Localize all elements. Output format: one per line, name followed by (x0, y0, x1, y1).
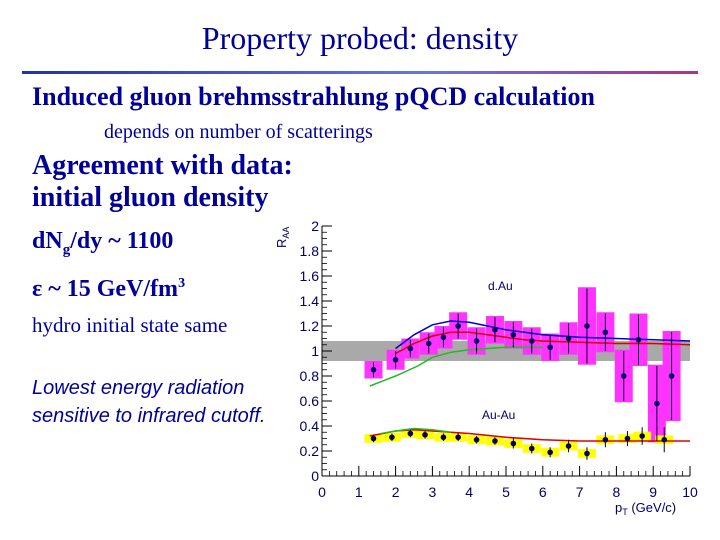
x-tick-label-6: 6 (539, 484, 547, 500)
gluon-density-value: dNg/dy ~ 1100 (32, 228, 173, 259)
auau-data-point-3 (422, 431, 428, 438)
y-tick-label-9: 1.8 (300, 243, 320, 259)
data-points-layer (370, 288, 675, 460)
dau-data-point-1 (392, 356, 399, 363)
dau-data-point-5 (455, 323, 461, 329)
agreement-heading: Agreement with data: (32, 150, 293, 181)
theory-blue-curve (395, 320, 691, 350)
theory-curves-layer (369, 320, 691, 442)
y-tick-label-3: 0.6 (300, 393, 320, 409)
y-tick-label-10: 2 (311, 218, 319, 234)
subtitle-note: depends on number of scatterings (104, 121, 373, 143)
auau-data-point-9 (528, 445, 535, 452)
auau-data-point-2 (407, 430, 414, 437)
dau-data-point-11 (565, 335, 572, 342)
dau-data-point-0 (370, 366, 377, 373)
auau-data-point-6 (473, 436, 480, 443)
theory-green-auau-curve (380, 427, 451, 435)
x-tick-label-10: 10 (682, 484, 698, 500)
auau-data-point-7 (492, 438, 498, 444)
y-tick-label-1: 0.2 (300, 443, 320, 459)
dau-data-point-17 (668, 373, 675, 379)
x-axis-label-unit: (GeV/c) (628, 500, 676, 515)
auau-data-point-10 (547, 449, 553, 456)
agreement-subheading: initial gluon density (32, 182, 269, 213)
x-tick-label-8: 8 (613, 484, 621, 500)
density-N: N (45, 228, 63, 254)
x-tick-label-2: 2 (392, 484, 400, 500)
x-tick-label-5: 5 (502, 484, 510, 500)
axes-layer: 0 0.2 0.4 0.6 0.8 1 1.2 1.4 1.6 1.8 2 0 1 2 3 4 5 6 7 8 9 10 (300, 218, 698, 500)
dau-data-point-14 (620, 373, 627, 379)
auau-annotation: Au-Au (482, 408, 515, 422)
auau-data-point-12 (584, 450, 590, 457)
y-tick-label-6: 1.2 (300, 318, 320, 334)
dau-data-point-6 (473, 338, 480, 344)
y-tick-label-0: 0 (311, 468, 319, 484)
density-subscript: g (62, 241, 71, 258)
dau-data-point-3 (425, 340, 432, 347)
auau-data-point-5 (455, 434, 461, 441)
x-tick-label-3: 3 (429, 484, 437, 500)
energy-density-value: ε ~ 15 GeV/fm3 (32, 276, 185, 303)
auau-data-point-13 (602, 436, 609, 443)
y-tick-label-2: 0.4 (300, 418, 320, 434)
x-tick-label-7: 7 (576, 484, 584, 500)
y-axis-label-main: R (274, 239, 289, 248)
energy-text: ~ 15 GeV/fm (42, 276, 179, 302)
dau-data-point-4 (440, 334, 447, 341)
auau-data-point-1 (389, 434, 395, 441)
y-tick-label-7: 1.4 (300, 293, 320, 309)
x-tick-label-1: 1 (355, 484, 363, 500)
y-tick-label-5: 1 (311, 343, 319, 359)
auau-data-point-11 (565, 443, 572, 449)
theory-red-curve (395, 331, 691, 355)
dau-data-point-13 (602, 329, 609, 336)
raa-chart: 00.20.40.60.811.21.41.61.820 1 2 3 4 5 6 7 8 9 10 … (274, 218, 698, 517)
y-axis-label-sub: AA (281, 227, 291, 239)
auau-data-point-0 (370, 435, 377, 442)
subtitle: Induced gluon brehmsstrahlung pQCD calcu… (32, 82, 595, 111)
dau-data-point-15 (635, 336, 642, 343)
y-tick-label-4: 0.8 (300, 368, 320, 384)
title-divider (22, 71, 698, 74)
energy-exponent: 3 (178, 276, 186, 291)
dau-annotation: d.Au (488, 279, 513, 293)
theory-green-curve (369, 346, 543, 387)
hydro-note: hydro initial state same (32, 313, 228, 337)
x-tick-label-0: 0 (318, 484, 326, 500)
dau-data-point-12 (584, 323, 590, 329)
x-tick-label-4: 4 (465, 484, 473, 500)
auau-data-point-4 (440, 434, 447, 441)
dau-data-point-7 (492, 326, 498, 333)
dau-data-point-9 (528, 338, 535, 344)
x-axis-label: pT (GeV/c) (615, 500, 676, 517)
auau-data-point-8 (510, 440, 517, 447)
epsilon-symbol: ε (32, 276, 43, 302)
dau-data-point-2 (407, 345, 414, 352)
lowest-energy-note: Lowest energy radiation sensitive to inf… (32, 377, 266, 427)
y-axis-label: RAA (274, 227, 291, 248)
slide-title: Property probed: density (201, 20, 519, 56)
density-prefix: d (32, 228, 46, 254)
auau-data-point-15 (639, 433, 645, 439)
density-suffix: /dy ~ 1100 (70, 228, 174, 254)
dau-data-point-16 (654, 400, 660, 407)
x-tick-label-9: 9 (649, 484, 657, 500)
dau-data-point-10 (547, 344, 553, 351)
x-axis-label-sub: T (622, 507, 628, 517)
y-tick-label-8: 1.6 (300, 268, 320, 284)
x-axis-label-main: p (615, 500, 622, 515)
auau-data-point-16 (661, 436, 668, 443)
dau-data-point-8 (510, 331, 517, 338)
auau-data-point-14 (624, 435, 631, 442)
